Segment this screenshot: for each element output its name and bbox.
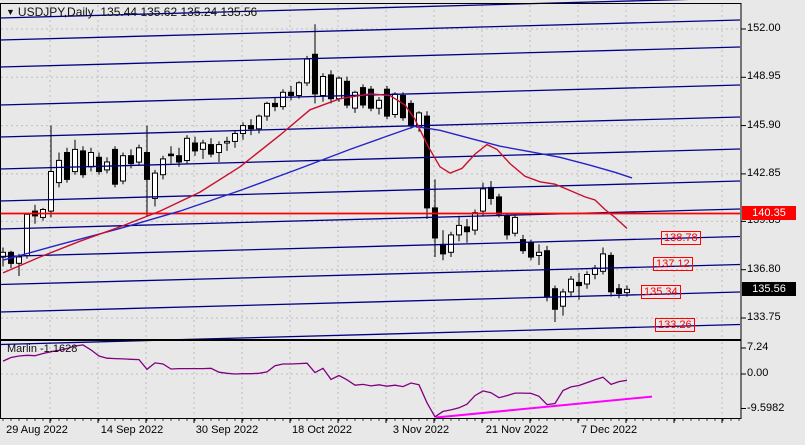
last-price-badge: 135.56 <box>742 282 796 297</box>
price-axis-label: 152.00 <box>747 22 781 34</box>
ohlc-values: 135.44 135.62 135.24 135.56 <box>100 5 258 19</box>
time-axis-label: 21 Nov 2022 <box>485 424 549 436</box>
time-axis-label: 14 Sep 2022 <box>100 424 164 436</box>
chart-title: ▼ USDJPY,Daily 135.44 135.62 135.24 135.5… <box>6 5 257 19</box>
price-axis-label: 148.95 <box>747 70 781 83</box>
time-axis-label: 18 Oct 2022 <box>292 424 352 436</box>
indicator-axis-label: 7.24 <box>747 341 769 353</box>
symbol-period-label: USDJPY,Daily <box>17 5 94 19</box>
time-axis-label: 30 Sep 2022 <box>195 424 259 436</box>
time-axis-label: 29 Aug 2022 <box>6 424 68 436</box>
price-axis-label: 142.85 <box>747 166 781 179</box>
indicator-axis-label: 0.00 <box>747 367 769 379</box>
symbol-dropdown-icon[interactable]: ▼ <box>6 7 15 17</box>
time-axis-label: 7 Dec 2022 <box>580 424 638 436</box>
price-level-label[interactable]: 137.12 <box>653 257 693 272</box>
indicator-value: -1.1628 <box>40 343 78 355</box>
price-level-label[interactable]: 133.26 <box>655 318 695 333</box>
bid-price-badge: 140.35 <box>742 206 796 221</box>
indicator-axis-label: -9.5982 <box>747 401 785 414</box>
price-level-label[interactable]: 138.78 <box>661 230 701 245</box>
price-axis-label: 133.75 <box>747 311 781 323</box>
indicator-label: Marlin -1.1628 <box>7 343 77 355</box>
price-level-label[interactable]: 135.34 <box>641 285 681 300</box>
time-axis-label: 3 Nov 2022 <box>392 424 450 436</box>
price-axis-label: 136.80 <box>747 262 781 275</box>
indicator-name: Marlin <box>7 343 37 355</box>
price-axis-label: 145.90 <box>747 118 781 131</box>
